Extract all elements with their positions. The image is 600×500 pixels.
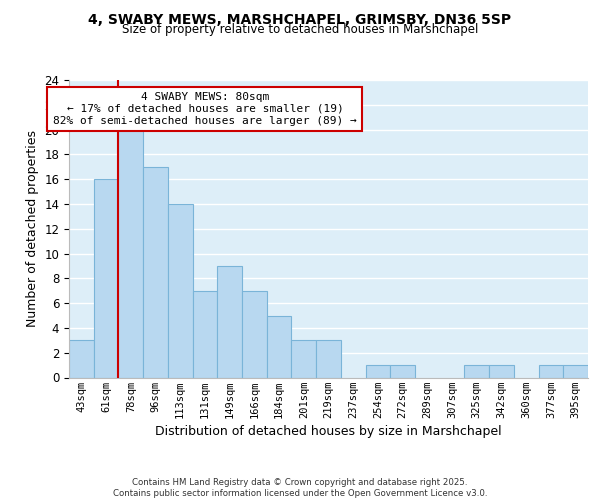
Text: 4 SWABY MEWS: 80sqm
← 17% of detached houses are smaller (19)
82% of semi-detach: 4 SWABY MEWS: 80sqm ← 17% of detached ho… (53, 92, 357, 126)
Bar (292, 340, 316, 378)
Text: Size of property relative to detached houses in Marshchapel: Size of property relative to detached ho… (122, 22, 478, 36)
Bar (539, 365, 563, 378)
Bar (267, 316, 292, 378)
Bar (193, 290, 217, 378)
Bar (464, 365, 489, 378)
Bar (316, 340, 341, 378)
Bar (168, 204, 193, 378)
Bar (94, 179, 118, 378)
Y-axis label: Number of detached properties: Number of detached properties (26, 130, 39, 327)
Text: 4, SWABY MEWS, MARSHCHAPEL, GRIMSBY, DN36 5SP: 4, SWABY MEWS, MARSHCHAPEL, GRIMSBY, DN3… (88, 12, 512, 26)
X-axis label: Distribution of detached houses by size in Marshchapel: Distribution of detached houses by size … (155, 424, 502, 438)
Bar (217, 266, 242, 378)
Bar (69, 340, 94, 378)
Bar (242, 290, 267, 378)
Text: Contains HM Land Registry data © Crown copyright and database right 2025.
Contai: Contains HM Land Registry data © Crown c… (113, 478, 487, 498)
Bar (118, 130, 143, 378)
Bar (365, 365, 390, 378)
Bar (390, 365, 415, 378)
Bar (489, 365, 514, 378)
Bar (563, 365, 588, 378)
Bar (143, 167, 168, 378)
